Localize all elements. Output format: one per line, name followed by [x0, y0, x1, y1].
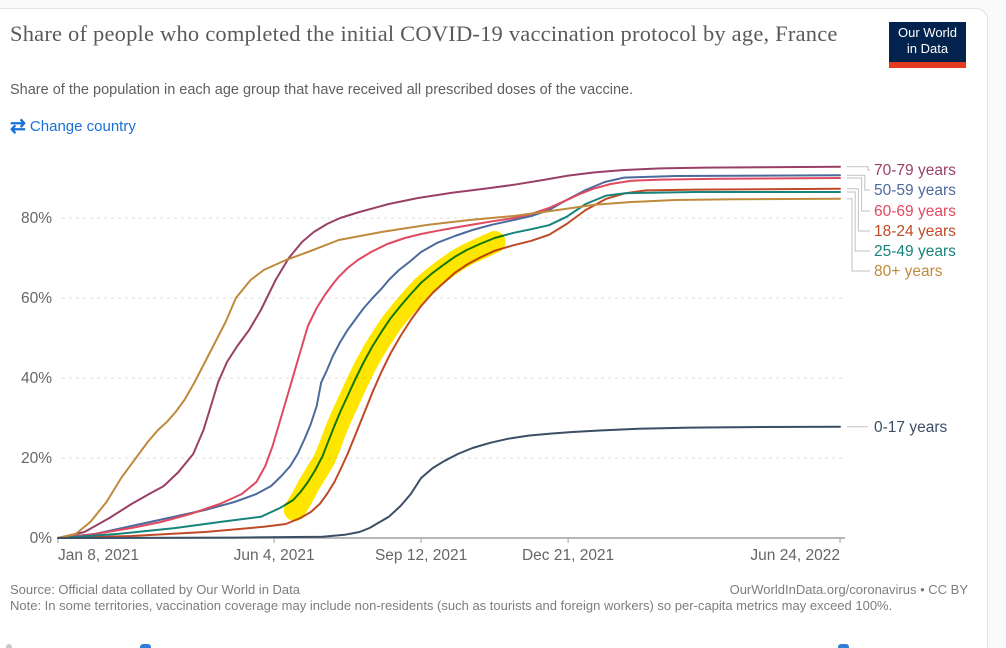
- y-tick-label-80: 80%: [21, 210, 52, 227]
- attribution-link[interactable]: OurWorldInData.org/coronavirus • CC BY: [729, 582, 968, 597]
- legend-label-60-69-years[interactable]: 60-69 years: [874, 203, 956, 220]
- series-line-18-24-years[interactable]: [57, 187, 841, 539]
- cutoff-tab-icon-fragment[interactable]: [838, 644, 849, 648]
- y-tick-label-0: 0%: [30, 530, 53, 547]
- note-text: Note: In some territories, vaccination c…: [10, 598, 893, 613]
- x-tick-label-jan-8-2021: Jan 8, 2021: [58, 547, 139, 564]
- series-line-80-years[interactable]: [57, 197, 841, 539]
- x-tick-label-dec-21-2021: Dec 21, 2021: [522, 547, 614, 564]
- swap-arrows-icon: ⇄: [10, 116, 26, 137]
- x-tick-label-jun-24-2022: Jun 24, 2022: [750, 547, 840, 564]
- owid-logo-line1: Our World: [898, 25, 957, 40]
- legend-leader-25-49-years: [847, 191, 870, 252]
- series-line-60-69-years[interactable]: [57, 177, 841, 539]
- cutoff-control-fragment: [6, 644, 12, 648]
- chart-card: [0, 8, 988, 648]
- legend-label-80-years[interactable]: 80+ years: [874, 263, 943, 280]
- legend-label-25-49-years[interactable]: 25-49 years: [874, 243, 956, 260]
- legend-leader-50-59-years: [847, 174, 870, 191]
- owid-logo[interactable]: Our World in Data: [889, 22, 966, 68]
- change-country-label: Change country: [29, 118, 136, 135]
- series-line-0-17-years[interactable]: [57, 425, 841, 539]
- series-line-70-79-years[interactable]: [57, 165, 841, 539]
- legend-label-0-17-years[interactable]: 0-17 years: [874, 419, 947, 436]
- chart-title: Share of people who completed the initia…: [10, 21, 838, 46]
- cutoff-tab-icon-fragment[interactable]: [140, 644, 151, 648]
- x-tick-label-sep-12-2021: Sep 12, 2021: [375, 547, 467, 564]
- yellow-highlight-annotation: [283, 231, 506, 521]
- series-line-25-49-years[interactable]: [57, 191, 841, 539]
- y-tick-label-20: 20%: [21, 450, 52, 467]
- owid-logo-line2: in Data: [906, 41, 949, 56]
- legend-leader-60-69-years: [847, 177, 870, 212]
- legend-label-50-59-years[interactable]: 50-59 years: [874, 182, 956, 199]
- change-country-button[interactable]: ⇄ Change country: [10, 117, 136, 136]
- x-tick-label-jun-4-2021: Jun 4, 2021: [234, 547, 315, 564]
- y-tick-label-40: 40%: [21, 370, 52, 387]
- owid-logo-red-bar: [889, 62, 966, 68]
- legend-leader-18-24-years: [847, 188, 870, 232]
- source-text: Source: Official data collated by Our Wo…: [10, 582, 300, 597]
- legend-leader-70-79-years: [847, 166, 870, 171]
- legend-leader-80-years: [847, 198, 870, 272]
- legend-label-18-24-years[interactable]: 18-24 years: [874, 223, 956, 240]
- legend-label-70-79-years[interactable]: 70-79 years: [874, 162, 956, 179]
- chart-subtitle: Share of the population in each age grou…: [10, 82, 634, 98]
- y-tick-label-60: 60%: [21, 290, 52, 307]
